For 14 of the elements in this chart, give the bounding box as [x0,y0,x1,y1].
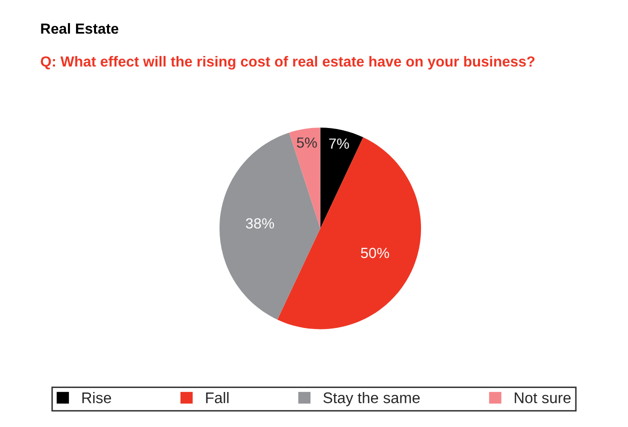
data-label: 38% [246,218,274,229]
legend-label: Not sure [514,392,571,404]
chart-subtitle: Q: What effect will the rising cost of real estate have on your business? [40,56,534,70]
legend-label: Fall [206,392,228,404]
data-label: 7% [329,138,349,149]
legend-label: Stay the same [323,392,420,406]
data-label: 5% [296,137,317,148]
data-label: 50% [360,248,390,258]
chart-title: Real Estate [41,23,118,34]
pie-slice [320,128,364,228]
legend-label: Rise [82,392,112,404]
pie-slice [277,137,422,330]
pie-slice [289,128,320,228]
pie-slice [220,132,320,320]
